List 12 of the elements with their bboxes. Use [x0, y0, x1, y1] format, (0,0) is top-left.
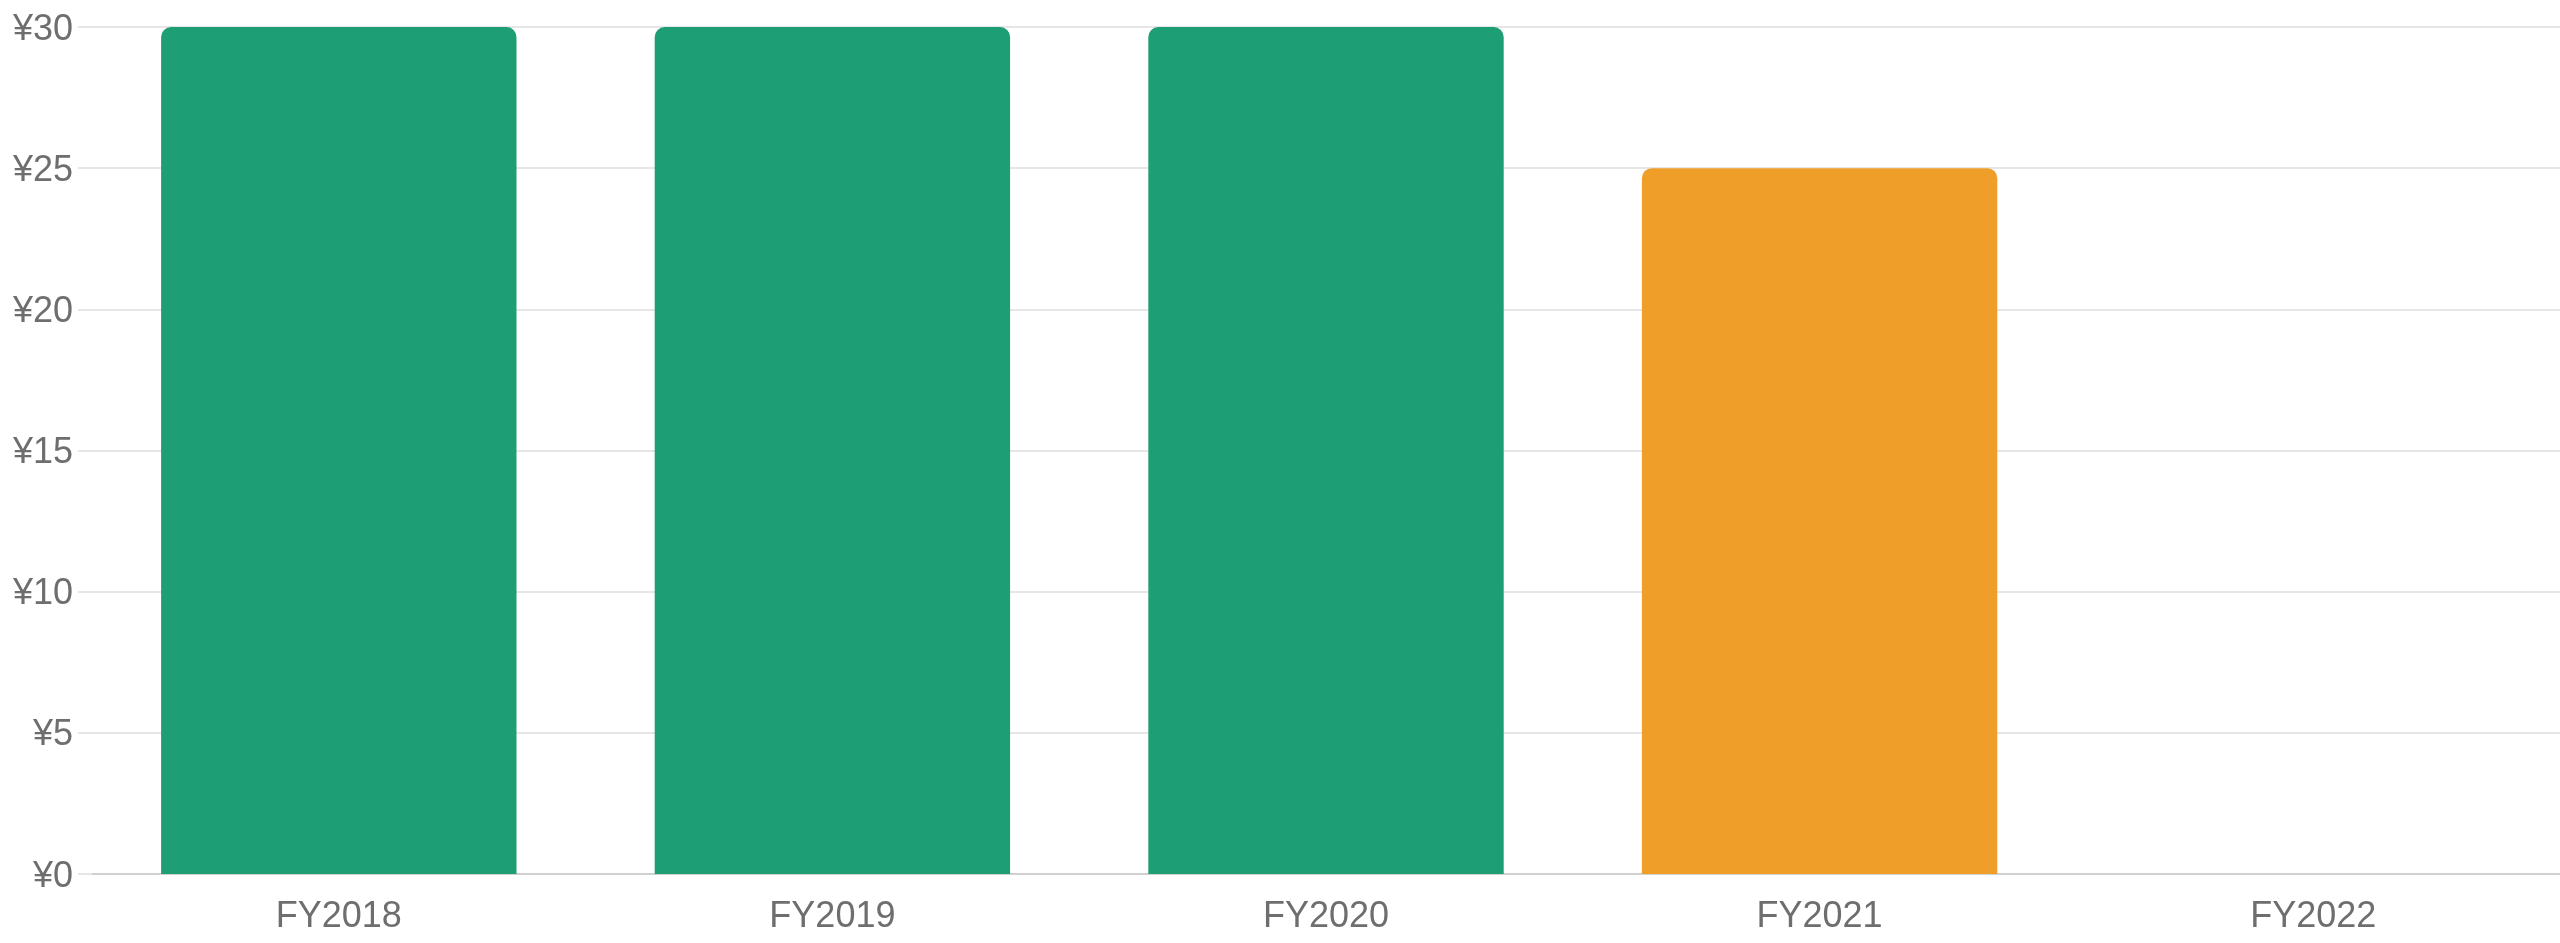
y-tick-label: ¥20 — [11, 288, 73, 330]
y-tick-label: ¥25 — [11, 147, 73, 189]
y-tick-label: ¥5 — [31, 712, 73, 754]
y-tick-label: ¥15 — [11, 430, 73, 471]
y-tick-label: ¥0 — [31, 853, 73, 895]
x-tick-label: FY2019 — [769, 893, 896, 935]
x-tick-label: FY2018 — [275, 893, 402, 935]
y-tick-label: ¥30 — [11, 6, 73, 48]
y-tick-label: ¥10 — [11, 571, 73, 613]
x-tick-label: FY2020 — [1262, 893, 1390, 935]
x-tick-label: FY2021 — [1756, 893, 1883, 935]
x-tick-label: FY2022 — [2250, 893, 2377, 935]
